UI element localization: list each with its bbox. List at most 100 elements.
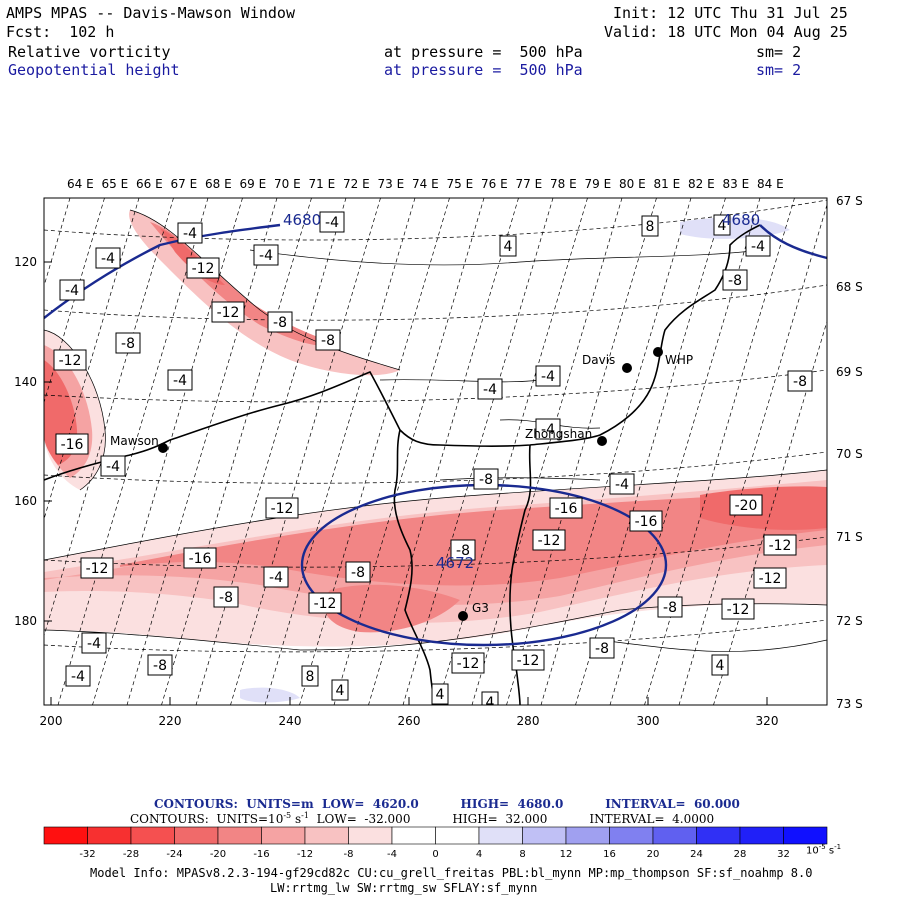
vorticity-label: -12 xyxy=(217,305,240,321)
vorticity-label: -4 xyxy=(259,248,273,264)
vorticity-label: -4 xyxy=(106,459,120,475)
y-axis-label: 180 xyxy=(14,614,37,628)
x-axis-label: 320 xyxy=(756,714,779,728)
x-axis-label: 200 xyxy=(40,714,63,728)
vorticity-label: -12 xyxy=(192,261,215,277)
vorticity-label: 8 xyxy=(306,669,315,685)
vorticity-label: 4 xyxy=(486,695,495,711)
colorbar-tick-label: -28 xyxy=(123,849,139,860)
vorticity-label-box xyxy=(183,547,217,569)
colorbar-swatch xyxy=(739,826,784,845)
vorticity-label-box xyxy=(657,596,683,618)
vorticity-label-box xyxy=(763,534,797,556)
vorticity-label: -4 xyxy=(483,382,497,398)
field2-level: at pressure = 500 hPa xyxy=(384,61,583,79)
vorticity-label-box xyxy=(451,652,485,674)
latitude-label: 72 S xyxy=(836,614,863,628)
vorticity-label-box xyxy=(301,665,319,687)
station-dot-zhongshan xyxy=(597,436,607,446)
longitude-label: 70 E xyxy=(274,177,301,191)
longitude-label: 74 E xyxy=(412,177,439,191)
vorticity-label-box xyxy=(100,455,126,477)
vorticity-label-box xyxy=(787,370,813,392)
longitude-label: 79 E xyxy=(585,177,612,191)
vorticity-label: -12 xyxy=(769,538,792,554)
latitude-label: 67 S xyxy=(836,194,863,208)
vorticity-label-box xyxy=(629,510,663,532)
colorbar-tick-label: 0 xyxy=(432,849,438,860)
vorticity-label: -8 xyxy=(121,336,135,352)
vorticity-label: -4 xyxy=(173,373,187,389)
latitude-label: 69 S xyxy=(836,365,863,379)
colorbar-swatch xyxy=(478,826,523,845)
field1-sm: sm= 2 xyxy=(756,43,802,61)
longitude-label: 76 E xyxy=(481,177,508,191)
vorticity-label: -8 xyxy=(595,641,609,657)
coastline xyxy=(44,224,761,705)
colorbar-tick-label: 24 xyxy=(690,849,703,860)
station-dot-whp xyxy=(653,347,663,357)
vorticity-label-box xyxy=(315,329,341,351)
y-axis-label: 160 xyxy=(14,494,37,508)
vorticity-label-box xyxy=(267,311,293,333)
colorbar-tick-label: 16 xyxy=(603,849,616,860)
vorticity-label: -4 xyxy=(541,369,555,385)
vorticity-label: -16 xyxy=(555,501,578,517)
vorticity-label-box xyxy=(711,654,729,676)
vorticity-label-box xyxy=(59,279,85,301)
longitude-label: 71 E xyxy=(309,177,336,191)
vorticity-label-box xyxy=(499,235,517,257)
vorticity-label-box xyxy=(532,529,566,551)
valid-time: Valid: 18 UTC Mon 04 Aug 25 xyxy=(604,23,848,41)
field2-name: Geopotential height xyxy=(8,61,180,79)
colorbar-swatch xyxy=(130,826,175,845)
station-dot-mawson xyxy=(158,443,168,453)
colorbar-swatch xyxy=(348,826,393,845)
x-axis-label: 260 xyxy=(398,714,421,728)
x-axis-label: 300 xyxy=(637,714,660,728)
vorticity-label-box xyxy=(213,586,239,608)
longitude-label: 84 E xyxy=(757,177,784,191)
latitude-grid xyxy=(44,199,827,653)
colorbar-swatch xyxy=(391,826,436,845)
latitude-label: 68 S xyxy=(836,280,863,294)
longitude-label: 81 E xyxy=(654,177,681,191)
vorticity-label-box xyxy=(147,654,173,676)
longitude-label: 73 E xyxy=(378,177,405,191)
colorbar-swatch xyxy=(783,826,828,845)
vorticity-label-box xyxy=(308,592,342,614)
vorticity-label-box xyxy=(431,683,449,705)
longitude-label: 75 E xyxy=(447,177,474,191)
vorticity-label-box xyxy=(319,211,345,233)
vorticity-label-box xyxy=(53,349,87,371)
colorbar-tick-label: 20 xyxy=(647,849,660,860)
colorbar-tick-label: -32 xyxy=(79,849,95,860)
vorticity-label: 4 xyxy=(718,218,727,234)
longitude-label: 68 E xyxy=(205,177,232,191)
model-info-line2: LW:rrtmg_lw SW:rrtmg_sw SFLAY:sf_mynn xyxy=(270,881,538,895)
colorbar-tick-label: -8 xyxy=(344,849,354,860)
longitude-label: 83 E xyxy=(723,177,750,191)
vorticity-label-box xyxy=(609,473,635,495)
height-labels: 4680 4680 4672 xyxy=(283,211,760,572)
vorticity-label-box xyxy=(722,269,748,291)
vorticity-label: -12 xyxy=(538,533,561,549)
station-name: WHP xyxy=(665,353,693,367)
vorticity-label-box xyxy=(477,378,503,400)
height-label: 4680 xyxy=(283,211,321,229)
vorticity-label-box xyxy=(55,433,89,455)
latitude-label: 70 S xyxy=(836,447,863,461)
station-dot-davis xyxy=(622,363,632,373)
colorbar-tick-label: -16 xyxy=(253,849,269,860)
vorticity-label: -8 xyxy=(351,565,365,581)
colorbar-tick-label: -12 xyxy=(297,849,313,860)
vorticity-label: -4 xyxy=(65,283,79,299)
vorticity-label: 8 xyxy=(646,219,655,235)
station-name: Zhongshan xyxy=(525,427,592,441)
longitude-label: 72 E xyxy=(343,177,370,191)
colorbar-tick-label: -24 xyxy=(166,849,182,860)
vorticity-label: -8 xyxy=(663,600,677,616)
vorticity-label: -12 xyxy=(271,501,294,517)
vorticity-label-box xyxy=(331,679,349,701)
